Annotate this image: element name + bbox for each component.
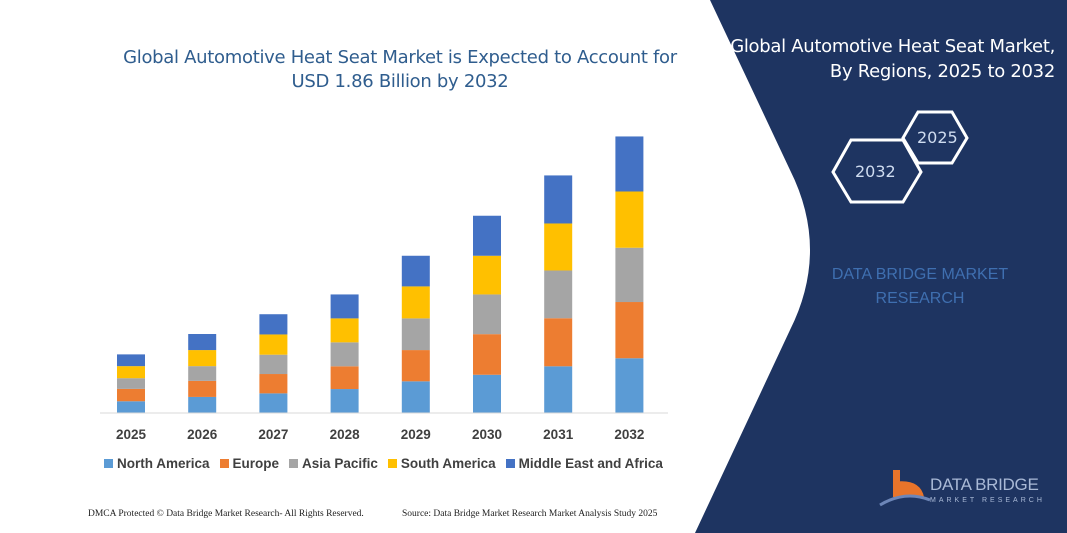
x-tick-label: 2030 [472, 427, 502, 442]
logo-icon [879, 470, 931, 507]
bar-segment-2029-2 [401, 318, 430, 351]
bar-segment-2029-3 [401, 286, 430, 319]
legend-label: South America [400, 456, 496, 471]
bar-segment-2031-4 [544, 175, 573, 224]
brand-line1: DATA BRIDGE MARKET [831, 266, 1009, 283]
footer-copyright: DMCA Protected © Data Bridge Market Rese… [88, 509, 364, 519]
legend-label: Middle East and Africa [518, 456, 663, 471]
bar-segment-2032-1 [615, 302, 644, 359]
bar-segment-2026-1 [188, 380, 217, 397]
bar-segment-2028-4 [330, 294, 359, 319]
x-tick-label: 2026 [187, 427, 218, 442]
bar-segment-2027-1 [259, 374, 288, 394]
bar-segment-2028-0 [330, 389, 359, 413]
legend-swatch [387, 459, 397, 468]
chart-area: 2025 2026 2027 2028 2029 2030 2031 2032 [116, 136, 644, 442]
bar-segment-2030-2 [473, 294, 501, 335]
legend-item: Middle East and Africa [505, 456, 663, 471]
x-tick-label: 2028 [330, 427, 361, 442]
x-tick-label: 2029 [401, 427, 431, 442]
legend-label: Europe [232, 456, 280, 471]
bar-segment-2031-3 [544, 223, 573, 271]
bar-segment-2026-3 [188, 350, 217, 367]
hex-2025-label: 2025 [917, 128, 958, 147]
bar-segment-2026-2 [188, 366, 217, 381]
legend-item: South America [387, 456, 496, 471]
bar-segment-2028-2 [330, 342, 359, 367]
bar-segment-2027-2 [259, 354, 288, 375]
bar-segment-2027-4 [259, 314, 288, 335]
bar-segment-2027-3 [259, 334, 288, 355]
x-tick-label: 2027 [258, 427, 288, 442]
bar-segment-2028-1 [330, 366, 359, 390]
panel-title: Global Automotive Heat Seat Market, By R… [695, 34, 1055, 84]
legend-swatch [289, 459, 299, 468]
hex-2025-icon [901, 110, 969, 165]
bar-segment-2032-2 [615, 247, 644, 303]
legend: North America Europe Asia Pacific South … [104, 456, 663, 471]
bar-segment-2025-1 [117, 388, 145, 402]
bar-segment-2028-3 [330, 318, 359, 343]
bar-segment-2031-1 [544, 318, 573, 367]
panel-title-line2: By Regions, 2025 to 2032 [829, 61, 1055, 82]
logo-line2: MARKET RESEARCH [930, 497, 1045, 504]
bar-segment-2027-0 [259, 393, 288, 413]
bar-segment-2026-4 [188, 334, 217, 351]
legend-label: North America [117, 456, 210, 471]
bar-segment-2025-2 [117, 378, 145, 389]
chart-title: Global Automotive Heat Seat Market is Ex… [123, 47, 677, 92]
bar-segment-2031-2 [544, 270, 573, 319]
legend-swatch [104, 459, 113, 468]
bar-segment-2029-4 [401, 255, 430, 287]
brand-line2: RESEARCH [875, 290, 965, 307]
legend-item: North America [104, 456, 210, 471]
bar-segment-2030-0 [473, 374, 501, 413]
legend-item: Europe [219, 456, 280, 471]
side-panel [695, 0, 1067, 533]
hex-2032-label: 2032 [855, 162, 896, 181]
bar-segment-2029-1 [401, 350, 430, 382]
bar-segment-2029-0 [401, 381, 430, 413]
x-tick-label: 2032 [614, 427, 644, 442]
bar-segment-2025-0 [117, 401, 145, 413]
legend-swatch [219, 459, 229, 468]
legend-swatch [505, 459, 515, 468]
x-tick-label: 2031 [543, 427, 574, 442]
panel-title-line1: Global Automotive Heat Seat Market, [730, 36, 1055, 57]
x-tick-label: 2025 [116, 427, 147, 442]
bar-segment-2031-0 [544, 366, 573, 413]
bar-segment-2025-4 [117, 354, 145, 367]
bar-segment-2030-3 [473, 255, 501, 295]
bar-segment-2030-1 [473, 334, 501, 375]
hex-2032-icon [831, 138, 923, 204]
bar-segment-2032-4 [615, 136, 644, 192]
footer-source: Source: Data Bridge Market Research Mark… [402, 509, 658, 519]
bar-segment-2026-0 [188, 396, 217, 413]
brand-text: DATA BRIDGE MARKET RESEARCH [790, 263, 1050, 311]
bar-segment-2032-0 [615, 358, 644, 413]
logo-line1: DATA BRIDGE [930, 475, 1039, 494]
bar-segment-2025-3 [117, 366, 145, 379]
bar-segment-2032-3 [615, 191, 644, 248]
bar-segment-2030-4 [473, 215, 501, 256]
legend-label: Asia Pacific [302, 456, 378, 471]
legend-item: Asia Pacific [289, 456, 378, 471]
